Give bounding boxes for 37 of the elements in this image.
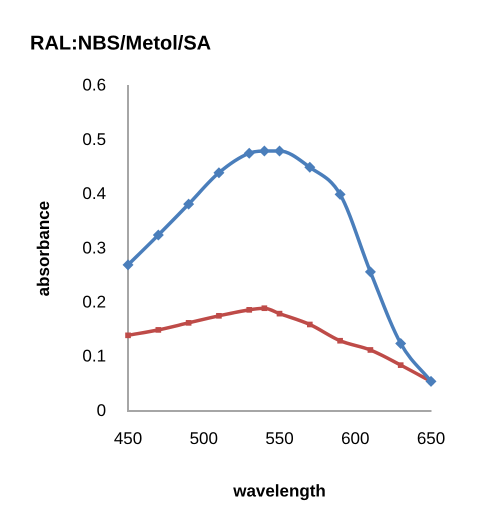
point (334, 188, 346, 200)
x-tick-label: 450 (114, 429, 142, 448)
point (186, 320, 192, 326)
y-tick-label: 0.6 (82, 76, 106, 95)
point (304, 162, 316, 173)
y-tick-label: 0.4 (82, 184, 106, 204)
y-tick-label: 0.1 (82, 346, 106, 366)
y-tick-label: 0 (96, 400, 106, 420)
y-tick-label: 0.3 (82, 238, 106, 258)
point (274, 146, 286, 157)
point (152, 230, 164, 241)
point (122, 259, 134, 270)
point (426, 376, 436, 387)
point (125, 332, 131, 338)
point (395, 338, 406, 349)
y-axis-title: absorbance (34, 200, 53, 296)
point (276, 310, 282, 316)
point (213, 167, 224, 178)
point (183, 198, 194, 210)
x-axis-title: wavelength (232, 481, 326, 500)
point (306, 322, 313, 328)
point (246, 307, 252, 313)
x-tick-label: 500 (190, 429, 218, 448)
point (244, 148, 255, 159)
point (262, 305, 268, 312)
point (216, 312, 222, 319)
y-tick-label: 0.2 (82, 292, 106, 312)
point (364, 266, 376, 278)
point (337, 338, 343, 344)
point (398, 362, 404, 368)
y-tick-label: 0.5 (82, 130, 106, 149)
chart-title: RAL:NBS/Metol/SA (30, 32, 212, 55)
point (156, 327, 162, 333)
x-tick-label: 600 (341, 429, 370, 448)
point (368, 347, 374, 353)
x-tick-label: 650 (416, 429, 446, 448)
x-tick-label: 550 (265, 429, 294, 448)
